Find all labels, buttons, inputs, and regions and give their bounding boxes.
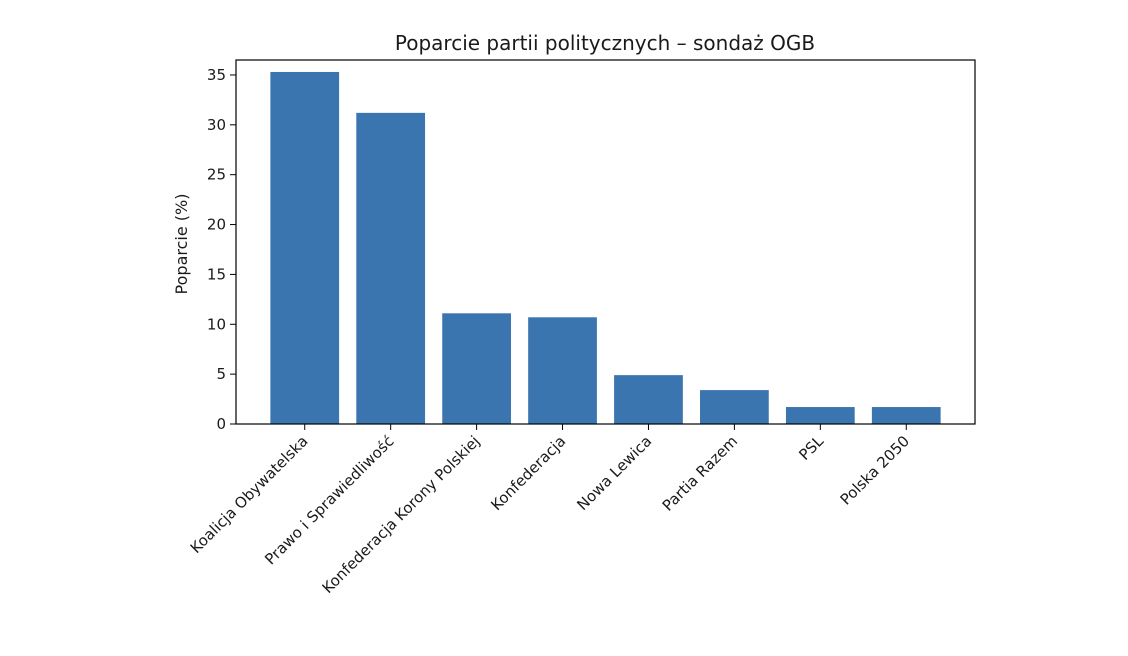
y-tick-label-4: 20 (207, 216, 226, 234)
plot-frame (235, 59, 976, 425)
y-tick-label-5: 25 (207, 166, 226, 184)
y-axis: 0 5 10 15 20 25 30 35 (207, 66, 236, 433)
y-tick-label-7: 35 (207, 66, 226, 84)
y-tick-label-3: 15 (207, 265, 226, 283)
bar-5 (700, 390, 769, 424)
y-tick-label-2: 10 (207, 315, 226, 333)
x-tick-label-7: Polska 2050 (837, 432, 914, 509)
bar-4 (614, 375, 683, 424)
x-tick-label-6: PSL (795, 432, 827, 464)
bar-1 (356, 112, 426, 424)
bar-6 (785, 407, 855, 424)
y-tick-label-6: 30 (207, 116, 226, 134)
bar-3 (528, 317, 597, 424)
bar-7 (871, 407, 941, 424)
bar-0 (270, 71, 340, 424)
x-tick-label-5: Partia Razem (659, 432, 742, 515)
y-tick-label-0: 0 (216, 415, 226, 433)
y-tick-label-1: 5 (216, 365, 226, 383)
chart-title: Poparcie partii politycznych – sondaż OG… (395, 31, 815, 55)
x-tick-label-2: Konfederacja Korony Polskiej (319, 432, 484, 597)
x-tick-label-3: Konfederacja (487, 432, 569, 514)
bars-layer (270, 71, 941, 424)
y-axis-label: Poparcie (%) (172, 194, 191, 295)
bar-2 (442, 313, 511, 424)
x-tick-label-4: Nowa Lewica (573, 432, 655, 514)
